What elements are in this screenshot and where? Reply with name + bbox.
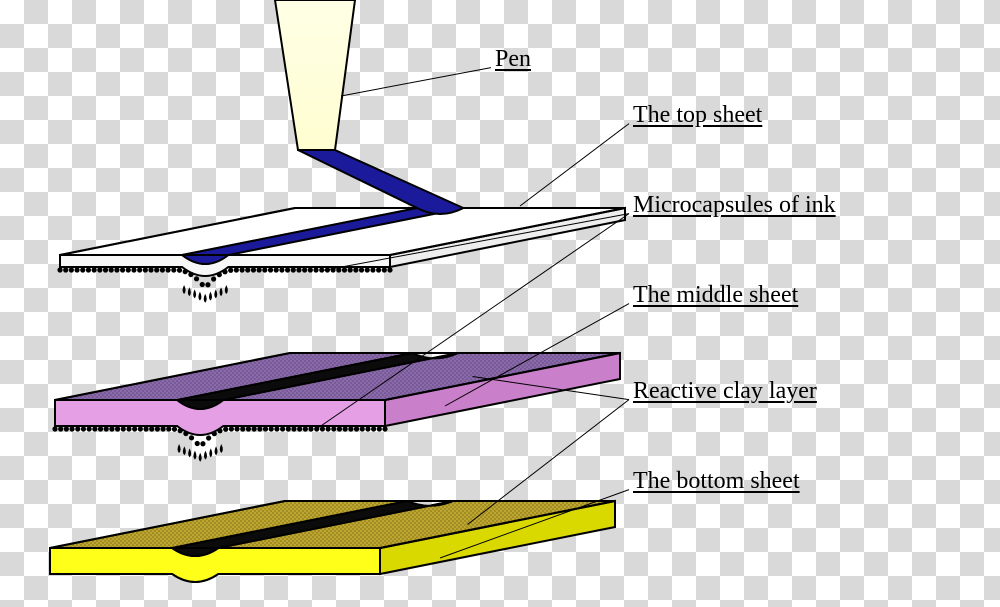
top-sheet-microcapsules (57, 267, 392, 287)
label-middle-sheet: The middle sheet (633, 282, 798, 309)
middle-sheet-microcapsules (52, 426, 387, 446)
label-microcapsules: Microcapsules of ink (633, 192, 836, 219)
diagram-svg (0, 0, 1000, 607)
middle-sheet (52, 353, 620, 462)
top-sheet-drips (183, 285, 228, 303)
label-pen: Pen (495, 46, 531, 73)
label-top-sheet: The top sheet (633, 102, 762, 129)
bottom-sheet (50, 501, 615, 582)
label-reactive-clay: Reactive clay layer (633, 378, 817, 405)
pen (275, 0, 463, 214)
middle-sheet-drips (178, 444, 223, 462)
label-bottom-sheet: The bottom sheet (633, 468, 800, 495)
top-sheet (57, 208, 625, 303)
